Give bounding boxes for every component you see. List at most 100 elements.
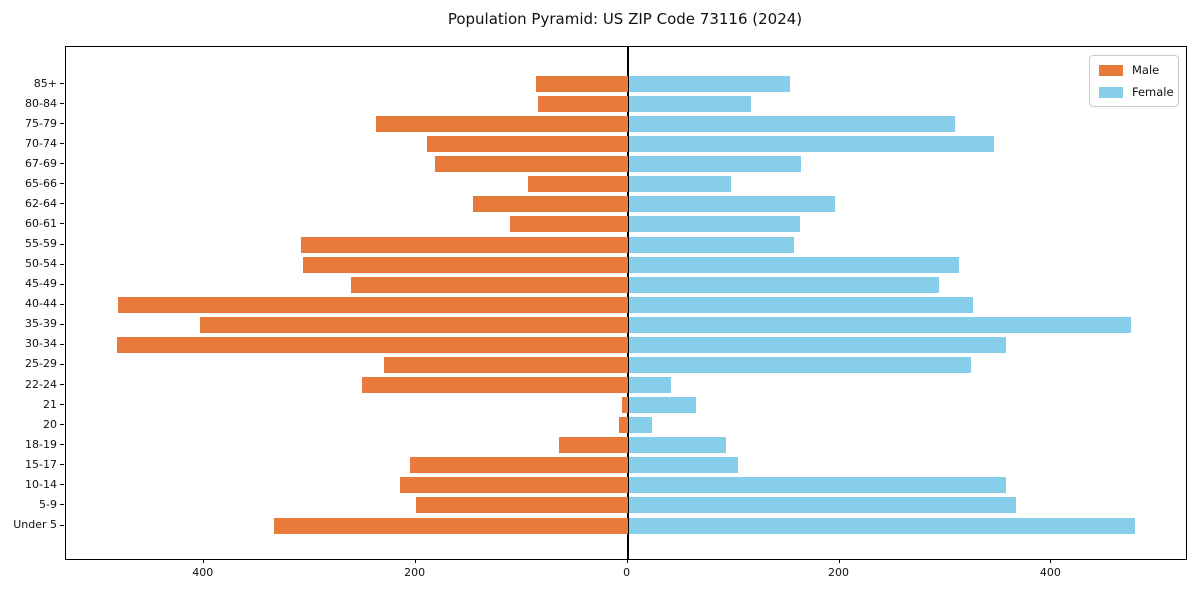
- plot-area: Male Female: [65, 46, 1187, 560]
- y-tick-25-29: [60, 363, 64, 365]
- male-bar-85+: [536, 76, 628, 92]
- legend-entry-male: Male: [1099, 63, 1169, 77]
- y-tick-55-59: [60, 243, 64, 245]
- female-bar-5-9: [628, 497, 1017, 514]
- x-tick-label-200: 200: [828, 566, 849, 579]
- male-bar-70-74: [427, 136, 628, 153]
- female-bar-45-49: [628, 276, 940, 293]
- y-tick-50-54: [60, 263, 64, 265]
- y-tick-18-19: [60, 444, 64, 446]
- y-tick-40-44: [60, 303, 64, 305]
- zero-axis-line: [626, 47, 629, 559]
- female-bar-40-44: [628, 296, 973, 313]
- female-bar-35-39: [628, 316, 1131, 333]
- male-bar-5-9: [415, 497, 628, 514]
- male-bar-65-66: [527, 176, 628, 193]
- x-tick-400: [1050, 559, 1052, 563]
- y-tick-67-69: [60, 163, 64, 165]
- female-bar-75-79: [628, 116, 955, 133]
- x-tick-200: [838, 559, 840, 563]
- y-tick-label-45-49: 45-49: [25, 277, 57, 291]
- female-bar-65-66: [628, 176, 732, 193]
- male-bar-25-29: [383, 356, 628, 373]
- y-tick-75-79: [60, 123, 64, 125]
- male-bar-10-14: [399, 477, 628, 494]
- male-bar-50-54: [303, 256, 628, 273]
- x-tick-0: [626, 559, 628, 563]
- male-bar-60-61: [509, 216, 628, 233]
- x-tick-label-400: 400: [192, 566, 214, 579]
- y-tick-85+: [60, 83, 64, 84]
- y-tick-label-20: 20: [43, 417, 57, 431]
- y-tick-label-55-59: 55-59: [25, 237, 57, 251]
- male-bar-15-17: [410, 457, 628, 474]
- y-tick-label-25-29: 25-29: [25, 357, 57, 371]
- male-swatch-icon: [1099, 64, 1123, 76]
- y-tick-label-15-17: 15-17: [25, 457, 57, 471]
- y-tick-label-18-19: 18-19: [25, 437, 57, 451]
- y-tick-label-67-69: 67-69: [25, 156, 57, 170]
- y-tick-label-80-84: 80-84: [25, 96, 57, 110]
- y-tick-21: [60, 404, 64, 406]
- x-tick-label-200: 200: [404, 566, 426, 579]
- y-tick-22-24: [60, 384, 64, 386]
- y-tick-45-49: [60, 283, 64, 285]
- y-tick-Under 5: [60, 524, 64, 526]
- y-tick-label-10-14: 10-14: [25, 477, 57, 491]
- y-tick-62-64: [60, 203, 64, 205]
- female-bar-22-24: [628, 377, 671, 394]
- male-bar-20: [619, 417, 628, 434]
- y-tick-5-9: [60, 504, 64, 506]
- female-bar-21: [628, 397, 697, 414]
- y-tick-30-34: [60, 343, 64, 345]
- female-bar-Under 5: [628, 517, 1136, 534]
- female-bar-30-34: [628, 336, 1006, 353]
- male-bar-80-84: [537, 96, 628, 113]
- y-tick-label-Under 5: Under 5: [13, 518, 57, 532]
- female-bar-80-84: [628, 96, 752, 113]
- y-tick-80-84: [60, 103, 64, 105]
- y-tick-label-70-74: 70-74: [25, 136, 57, 150]
- male-bar-18-19: [558, 437, 628, 454]
- female-bar-10-14: [628, 477, 1006, 494]
- male-bar-55-59: [301, 236, 628, 253]
- male-bar-21: [622, 397, 628, 414]
- female-bar-55-59: [628, 236, 794, 253]
- female-bar-18-19: [628, 437, 727, 454]
- y-tick-label-22-24: 22-24: [25, 377, 57, 391]
- y-tick-label-35-39: 35-39: [25, 317, 57, 331]
- x-tick-200: [414, 559, 416, 563]
- legend-male-label: Male: [1132, 63, 1160, 77]
- male-bar-75-79: [376, 116, 628, 133]
- y-tick-60-61: [60, 223, 64, 225]
- male-bar-35-39: [199, 316, 628, 333]
- x-tick-label-400: 400: [1039, 566, 1061, 579]
- y-tick-70-74: [60, 143, 64, 145]
- y-tick-label-40-44: 40-44: [25, 297, 57, 311]
- male-bar-40-44: [117, 296, 628, 313]
- legend-entry-female: Female: [1099, 85, 1174, 99]
- y-tick-label-85+: 85+: [33, 76, 57, 90]
- y-tick-20: [60, 424, 64, 426]
- male-bar-22-24: [361, 377, 628, 394]
- female-bar-70-74: [628, 136, 995, 153]
- y-tick-label-30-34: 30-34: [25, 337, 57, 351]
- female-bar-25-29: [628, 356, 971, 373]
- female-bar-60-61: [628, 216, 801, 233]
- y-tick-10-14: [60, 484, 64, 486]
- y-tick-label-5-9: 5-9: [39, 497, 57, 511]
- x-tick-400: [202, 559, 204, 563]
- male-bar-62-64: [472, 196, 628, 213]
- chart-title: Population Pyramid: US ZIP Code 73116 (2…: [447, 10, 803, 28]
- y-tick-label-62-64: 62-64: [25, 196, 57, 210]
- female-bar-15-17: [628, 457, 738, 474]
- female-bar-62-64: [628, 196, 836, 213]
- y-tick-label-60-61: 60-61: [25, 216, 57, 230]
- y-tick-65-66: [60, 183, 64, 185]
- male-bar-45-49: [351, 276, 628, 293]
- y-tick-15-17: [60, 464, 64, 466]
- y-tick-label-65-66: 65-66: [25, 176, 57, 190]
- female-bar-20: [628, 417, 652, 434]
- female-bar-85+: [628, 76, 790, 92]
- male-bar-30-34: [116, 336, 628, 353]
